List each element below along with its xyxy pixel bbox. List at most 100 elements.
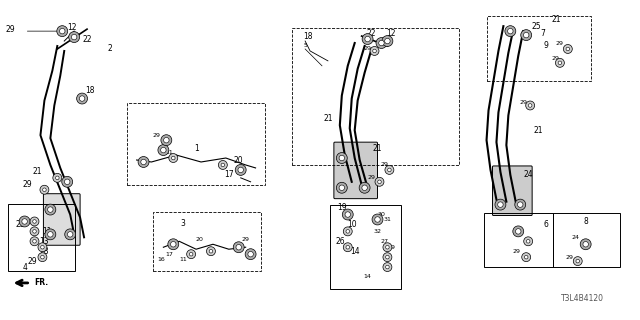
Circle shape — [33, 220, 36, 223]
Bar — [292, 28, 459, 165]
Circle shape — [43, 188, 46, 192]
Circle shape — [495, 199, 506, 210]
Circle shape — [386, 245, 389, 249]
Circle shape — [168, 239, 179, 250]
Bar — [486, 16, 591, 81]
Bar — [127, 103, 266, 185]
Text: 20: 20 — [195, 237, 203, 242]
Circle shape — [164, 138, 169, 143]
Circle shape — [521, 30, 532, 41]
Circle shape — [187, 250, 196, 259]
Circle shape — [65, 229, 76, 240]
Text: 6: 6 — [543, 220, 548, 229]
Text: 2: 2 — [108, 44, 112, 53]
Text: 12: 12 — [67, 23, 77, 32]
Circle shape — [386, 265, 389, 269]
Circle shape — [62, 176, 73, 187]
Circle shape — [158, 145, 169, 156]
Text: 29: 29 — [566, 255, 574, 260]
Text: 27: 27 — [380, 239, 388, 244]
Circle shape — [19, 216, 30, 227]
Circle shape — [379, 40, 384, 46]
Circle shape — [30, 227, 39, 236]
Circle shape — [238, 167, 243, 172]
Text: 29: 29 — [152, 133, 161, 138]
Text: 21: 21 — [551, 15, 561, 24]
Circle shape — [529, 104, 532, 107]
Circle shape — [30, 237, 39, 246]
Circle shape — [57, 26, 68, 36]
Circle shape — [170, 242, 176, 247]
Circle shape — [236, 164, 246, 175]
Text: 29: 29 — [6, 25, 15, 34]
Text: 19: 19 — [337, 203, 347, 212]
Circle shape — [583, 242, 588, 247]
Circle shape — [65, 179, 70, 185]
Circle shape — [33, 229, 36, 233]
Bar — [154, 212, 260, 271]
Text: 21: 21 — [33, 167, 42, 176]
Circle shape — [376, 37, 387, 48]
Text: 24: 24 — [524, 170, 533, 180]
Circle shape — [33, 239, 36, 243]
Circle shape — [388, 168, 391, 172]
Text: 26: 26 — [45, 207, 55, 216]
Circle shape — [53, 173, 62, 182]
Text: 30: 30 — [378, 212, 385, 217]
Text: 10: 10 — [347, 220, 356, 229]
Text: 28: 28 — [40, 247, 49, 256]
Text: 29: 29 — [28, 257, 37, 266]
Circle shape — [41, 255, 44, 259]
Circle shape — [370, 46, 379, 55]
Text: 12: 12 — [387, 28, 396, 38]
Circle shape — [339, 155, 344, 161]
Circle shape — [41, 245, 44, 249]
Circle shape — [526, 239, 530, 243]
Circle shape — [346, 245, 349, 249]
Circle shape — [524, 237, 532, 246]
Circle shape — [508, 28, 513, 34]
Circle shape — [189, 252, 193, 256]
Text: 29: 29 — [380, 163, 388, 167]
Circle shape — [524, 255, 528, 259]
Text: FR.: FR. — [35, 278, 49, 287]
Text: 11: 11 — [166, 149, 173, 155]
Bar — [8, 204, 75, 271]
Circle shape — [337, 153, 348, 164]
Circle shape — [60, 28, 65, 34]
Circle shape — [77, 93, 88, 104]
Circle shape — [556, 58, 564, 67]
Circle shape — [576, 259, 580, 263]
Text: 29: 29 — [519, 100, 527, 105]
Circle shape — [30, 217, 39, 226]
Circle shape — [218, 161, 227, 169]
Text: 17: 17 — [224, 170, 234, 180]
Circle shape — [386, 255, 389, 259]
Bar — [553, 212, 620, 267]
Circle shape — [580, 239, 591, 250]
Text: 7: 7 — [541, 28, 545, 38]
Circle shape — [172, 156, 175, 160]
Circle shape — [38, 243, 47, 252]
Circle shape — [505, 26, 516, 36]
Circle shape — [207, 247, 216, 256]
Circle shape — [209, 249, 212, 253]
Text: 32: 32 — [374, 229, 381, 234]
Circle shape — [248, 252, 253, 257]
Text: 31: 31 — [383, 217, 391, 222]
Bar — [484, 212, 553, 267]
Circle shape — [79, 96, 85, 101]
Text: 22: 22 — [367, 28, 376, 38]
Text: 21: 21 — [533, 126, 543, 135]
Circle shape — [45, 204, 56, 215]
Circle shape — [385, 165, 394, 174]
Text: 24: 24 — [572, 235, 580, 240]
Circle shape — [522, 253, 531, 262]
Circle shape — [22, 219, 28, 224]
Circle shape — [365, 36, 371, 42]
Circle shape — [233, 242, 244, 253]
Circle shape — [169, 154, 178, 163]
Circle shape — [45, 229, 56, 240]
Circle shape — [56, 176, 59, 180]
Circle shape — [498, 202, 503, 207]
